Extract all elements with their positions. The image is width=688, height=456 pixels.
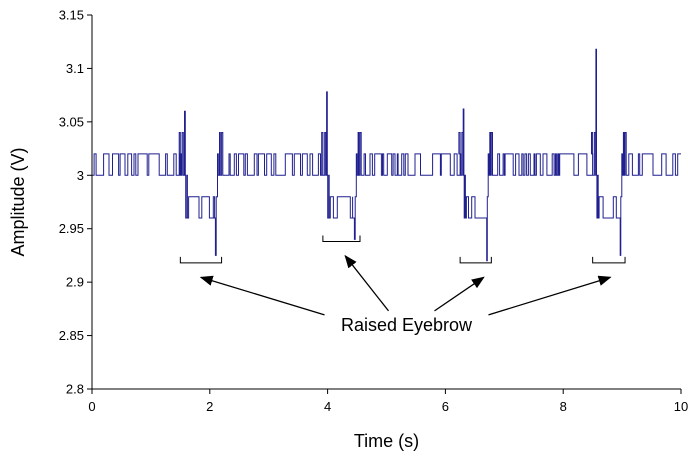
raised-eyebrow-annotation: Raised Eyebrow (341, 315, 473, 335)
annotation-arrow (344, 254, 390, 312)
axes (91, 15, 681, 390)
amplitude-line (92, 48, 681, 262)
x-axis-ticks: 0 2 4 6 8 10 (88, 389, 688, 414)
y-tick-label: 3.15 (59, 8, 84, 23)
y-tick-label: 2.85 (59, 328, 84, 343)
annotation-arrow (434, 276, 485, 312)
y-tick-label: 3.1 (66, 61, 84, 76)
annotation-group (179, 235, 626, 316)
event-bracket (459, 256, 492, 264)
x-axis-label: Time (s) (354, 431, 419, 451)
y-tick-label: 2.9 (66, 275, 84, 290)
y-axis-label: Amplitude (V) (8, 147, 28, 256)
x-tick-label: 6 (442, 399, 449, 414)
event-bracket (322, 235, 361, 243)
event-bracket (179, 256, 223, 264)
event-bracket (592, 256, 626, 264)
signal-series (92, 48, 681, 262)
y-axis-ticks: 2.8 2.85 2.9 2.95 3 3.05 3.1 3.15 (59, 8, 92, 397)
x-tick-label: 4 (324, 399, 331, 414)
y-tick-label: 2.95 (59, 221, 84, 236)
y-tick-label: 3.05 (59, 114, 84, 129)
x-tick-label: 2 (206, 399, 213, 414)
x-tick-label: 0 (88, 399, 95, 414)
annotation-arrow (199, 275, 325, 316)
x-tick-label: 8 (560, 399, 567, 414)
annotation-arrow (488, 275, 612, 316)
y-tick-label: 2.8 (66, 382, 84, 397)
x-tick-label: 10 (674, 399, 688, 414)
y-tick-label: 3 (77, 168, 84, 183)
